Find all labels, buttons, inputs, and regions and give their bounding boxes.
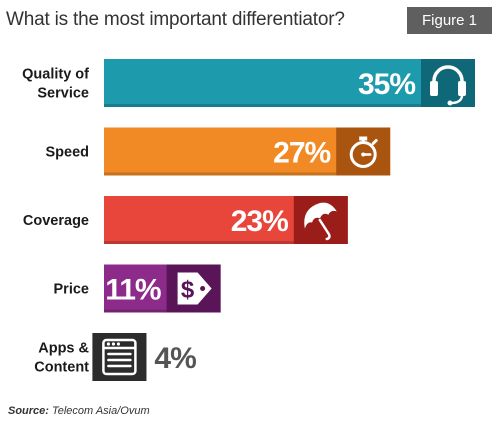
- bar-chart: Quality of Service 35% Speed 27% Coverage 23% P…: [22, 59, 475, 381]
- value-label: 27%: [273, 137, 330, 170]
- category-label: Price: [54, 282, 89, 298]
- category-label: Quality of Service: [22, 67, 89, 102]
- category-label: Speed: [45, 145, 89, 161]
- source-text: Telecom Asia/Ovum: [52, 405, 150, 417]
- category-label: Coverage: [23, 213, 89, 229]
- source-note: Source: Telecom Asia/Ovum: [8, 405, 150, 417]
- price-tag-icon: $: [177, 272, 212, 305]
- umbrella-icon: [304, 202, 337, 241]
- value-label: 35%: [358, 68, 415, 101]
- value-label: 4%: [154, 342, 196, 375]
- stopwatch-icon: [349, 136, 378, 168]
- value-label: 23%: [231, 205, 288, 238]
- bar-shadow: [104, 241, 348, 244]
- icon-box: [336, 127, 391, 176]
- bar-shadow: [104, 172, 391, 176]
- chart-title: What is the most important differentiato…: [6, 9, 345, 30]
- headset-icon: [430, 65, 466, 106]
- bar-shadow: [104, 309, 221, 313]
- value-label: 11%: [105, 274, 161, 307]
- svg-text:$: $: [181, 277, 195, 304]
- figure-badge: Figure 1: [407, 7, 492, 34]
- category-label: Apps & Content: [34, 341, 89, 376]
- bar-shadow: [104, 104, 475, 107]
- app-window-icon: [102, 338, 137, 376]
- source-label: Source:: [8, 405, 49, 417]
- bar: [104, 59, 475, 107]
